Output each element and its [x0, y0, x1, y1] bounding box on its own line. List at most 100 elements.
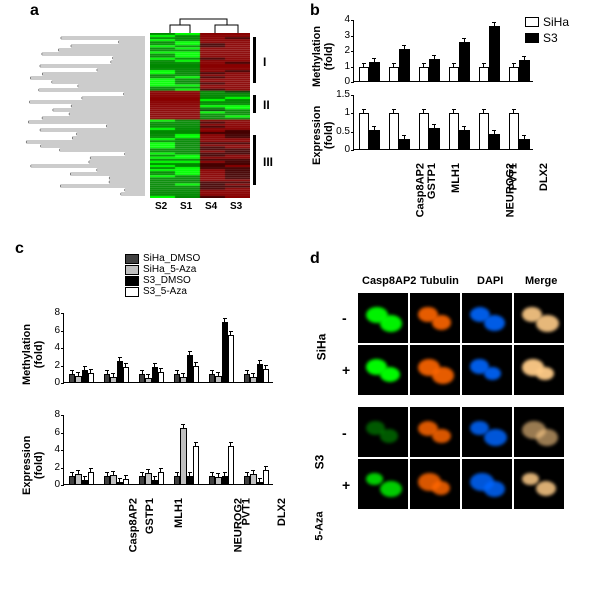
fluor-cell	[358, 407, 408, 457]
bar	[389, 67, 400, 83]
panel-b: SiHa S3 Methylation (fold) 01234 Express…	[305, 15, 605, 215]
cluster-label-2: II	[263, 98, 270, 112]
bar	[123, 367, 129, 383]
channel-dapi: DAPI	[477, 275, 503, 287]
sample-label-s3: S3	[230, 201, 242, 212]
fluor-cell	[514, 459, 564, 509]
bar	[449, 113, 460, 150]
y-tick: 0	[330, 76, 350, 87]
b-genes: Casp8AP2GSTP1MLH1NEUROG2PVT1DLX2	[353, 155, 533, 235]
bar	[519, 139, 530, 150]
y-tick: 1	[330, 107, 350, 118]
bar	[228, 446, 234, 485]
gene-label: GSTP1	[426, 163, 438, 199]
col-dendrogram	[160, 15, 250, 33]
bar	[459, 42, 470, 82]
gene-label: GSTP1	[144, 498, 156, 534]
pm-siha-plus: +	[342, 362, 350, 378]
bar	[228, 335, 234, 383]
y-tick: 6	[40, 325, 60, 336]
bar	[419, 67, 430, 83]
group-s3-label: S3	[312, 455, 326, 470]
fluor-grid-s3	[358, 407, 564, 509]
bar	[359, 113, 370, 150]
cluster-label-3: III	[263, 155, 273, 169]
y-tick: 1.5	[330, 89, 350, 100]
bar	[489, 26, 500, 82]
fluor-cell	[410, 459, 460, 509]
y-tick: 4	[330, 14, 350, 25]
bar	[193, 446, 199, 485]
gene-label: PVT1	[508, 163, 520, 191]
bar	[509, 113, 520, 150]
legend-siha-dmso: SiHa_DMSO	[125, 253, 200, 264]
bar	[88, 373, 94, 384]
c-legend: SiHa_DMSO SiHa_5-Aza S3_DMSO S3_5-Aza	[125, 253, 200, 297]
channel-casp8ap2: Casp8AP2	[362, 275, 416, 287]
sample-label-s2: S2	[155, 201, 167, 212]
y-tick: 2	[40, 360, 60, 371]
y-tick: 6	[40, 427, 60, 438]
swatch-s3-aza	[125, 287, 139, 297]
bar	[369, 62, 380, 82]
fluor-cell	[410, 345, 460, 395]
bar	[359, 67, 370, 83]
legend-s3-dmso: S3_DMSO	[125, 275, 200, 286]
gene-label: DLX2	[276, 498, 288, 526]
gene-label: MLH1	[450, 163, 462, 193]
fluor-cell	[514, 407, 564, 457]
bar	[263, 369, 269, 383]
y-tick: 2	[330, 45, 350, 56]
y-tick: 3	[330, 30, 350, 41]
sample-label-s4: S4	[205, 201, 217, 212]
cluster-label-1: I	[263, 55, 266, 69]
panel-c: SiHa_DMSO SiHa_5-Aza S3_DMSO S3_5-Aza Me…	[15, 245, 295, 605]
fluor-cell	[462, 407, 512, 457]
fluor-cell	[410, 407, 460, 457]
gene-label: Casp8AP2	[127, 498, 139, 552]
panel-a: I II III S2 S1 S4 S3	[15, 15, 285, 215]
y-tick: 0.5	[330, 126, 350, 137]
fluor-cell	[514, 293, 564, 343]
c-top-chart: 02468	[63, 313, 273, 383]
bar	[123, 479, 129, 485]
c-bot-chart: 02468	[63, 415, 273, 485]
gene-label: PVT1	[240, 498, 252, 526]
legend-label-siha: SiHa	[543, 15, 569, 29]
bar	[479, 67, 490, 83]
gene-label: MLH1	[172, 498, 184, 528]
channel-tubulin: Tubulin	[420, 275, 459, 287]
heatmap	[150, 33, 250, 198]
y-tick: 8	[40, 307, 60, 318]
fluor-cell	[462, 459, 512, 509]
swatch-siha-aza	[125, 265, 139, 275]
group-siha-label: SiHa	[314, 334, 328, 361]
swatch-s3-dmso	[125, 276, 139, 286]
fluor-cell	[410, 293, 460, 343]
b-bot-chart: 00.511.5	[353, 95, 533, 150]
bar	[449, 67, 460, 83]
b-top-chart: 01234	[353, 20, 533, 82]
bar	[429, 59, 440, 82]
bar	[459, 130, 470, 150]
c-genes: Casp8AP2GSTP1MLH1NEUROG2PVT1DLX2	[63, 490, 273, 570]
row-dendrogram	[15, 33, 145, 198]
fluor-cell	[358, 293, 408, 343]
legend-label-s3-aza: S3_5-Aza	[143, 286, 187, 297]
fluor-grid-siha	[358, 293, 564, 395]
legend-siha-aza: SiHa_5-Aza	[125, 264, 200, 275]
legend-label-siha-dmso: SiHa_DMSO	[143, 253, 200, 264]
treatment-label: 5-Aza	[314, 511, 326, 540]
channel-merge: Merge	[525, 275, 557, 287]
y-tick: 2	[40, 462, 60, 473]
fluor-cell	[358, 459, 408, 509]
y-tick: 8	[40, 409, 60, 420]
y-tick: 0	[330, 144, 350, 155]
fluor-cell	[462, 345, 512, 395]
gene-label: DLX2	[538, 163, 550, 191]
pm-siha-minus: -	[342, 310, 347, 326]
y-tick: 4	[40, 444, 60, 455]
bar	[158, 372, 164, 383]
sample-label-s1: S1	[180, 201, 192, 212]
bar	[369, 130, 380, 150]
